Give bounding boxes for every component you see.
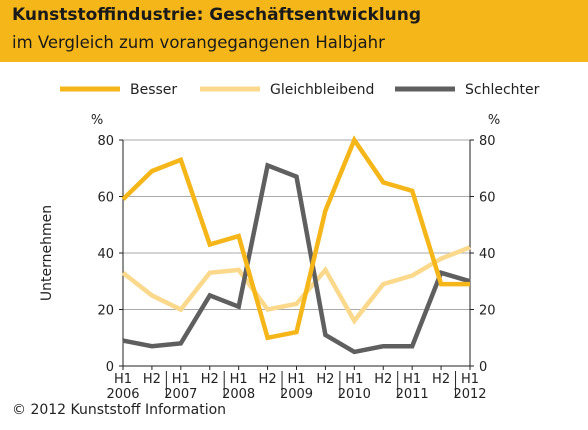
x-tick-label: H1 — [172, 372, 190, 387]
x-tick-label: H2 — [374, 372, 392, 387]
y-tick-label-right: 80 — [479, 134, 496, 149]
y-tick-label-right: 60 — [479, 191, 496, 206]
y-unit-left: % — [91, 113, 103, 128]
y-tick-label-right: 40 — [479, 247, 496, 262]
chart-title: Kunststoffindustrie: Geschäftsentwicklun… — [12, 5, 422, 25]
y-axis-title: Unternehmen — [39, 205, 55, 301]
x-tick-label: H2 — [432, 372, 450, 387]
year-label: 2011 — [396, 387, 429, 402]
source-note: © 2012 Kunststoff Information — [12, 402, 227, 418]
year-label: 2009 — [280, 387, 313, 402]
line-chart: Besser Gleichbleibend Schlechter% % 0 0 20 20 40… — [39, 82, 540, 402]
y-tick-label-left: 40 — [97, 247, 114, 262]
series-line-besser — [121, 135, 470, 341]
year-label: 2006 — [106, 387, 139, 402]
x-tick-label: H2 — [259, 372, 277, 387]
y-tick-label-left: 0 — [106, 360, 114, 375]
x-tick-label: H1 — [114, 372, 132, 387]
series-line-gleichbleibend — [121, 245, 471, 325]
chart-area: Besser Gleichbleibend Schlechter%% 0 0 20 20 40… — [0, 62, 588, 430]
y-tick-label-right: 20 — [479, 304, 496, 319]
chart-subtitle: im Vergleich zum vorangegangenen Halbjah… — [12, 33, 385, 52]
y-tick-label-left: 60 — [97, 191, 114, 206]
y-tick-label-left: 80 — [97, 134, 114, 149]
legend-label-schlechter: Schlechter — [465, 82, 540, 98]
y-tick-label-left: 20 — [97, 304, 114, 319]
series-line-schlechter — [122, 162, 471, 355]
y-tick-label-right: 0 — [479, 360, 487, 375]
x-tick-label: H1 — [230, 372, 248, 387]
x-tick-label: H1 — [403, 372, 421, 387]
x-tick-label: H2 — [201, 372, 219, 387]
year-label: 2007 — [164, 387, 197, 402]
legend-label-gleichbleibend: Gleichbleibend — [270, 82, 374, 98]
x-tick-label: H2 — [316, 372, 334, 387]
legend-label-besser: Besser — [130, 82, 177, 98]
x-tick-label: H1 — [287, 372, 305, 387]
year-label: 2010 — [338, 387, 371, 402]
x-tick-label: H1 — [345, 372, 363, 387]
header-band: Kunststoffindustrie: Geschäftsentwicklun… — [0, 0, 588, 62]
x-tick-label: H1 — [461, 372, 479, 387]
year-label: 2012 — [453, 387, 486, 402]
x-tick-label: H2 — [143, 372, 161, 387]
year-label: 2008 — [222, 387, 255, 402]
y-unit-right: % — [488, 113, 500, 128]
